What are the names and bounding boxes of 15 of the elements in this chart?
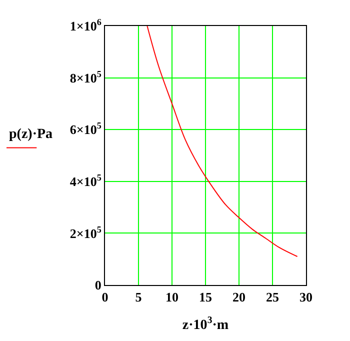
x-tick-label: 20 <box>232 290 246 305</box>
x-tick-label: 25 <box>266 290 280 305</box>
x-tick-label: 15 <box>199 290 212 305</box>
y-tick-label: 0 <box>94 278 102 293</box>
y-tick-label: 4×10$^{5}$ <box>70 172 102 189</box>
y-tick-label: 8×10$^{5}$ <box>70 68 102 86</box>
y-tick-label: 1×10$^{6}$ <box>70 17 102 34</box>
x-tick-label: 30 <box>300 290 312 305</box>
y-tick-label: 6×10$^{5}$ <box>70 120 102 138</box>
x-axis-title: z·10$^{3}$·m <box>182 315 229 333</box>
y-tick-label: 2×10$^{5}$ <box>70 224 102 241</box>
x-tick-label: 10 <box>166 290 178 305</box>
y-axis-title: p(z)·Pa <box>9 127 53 142</box>
line-series <box>146 26 298 258</box>
x-tick-label: 5 <box>135 290 142 305</box>
